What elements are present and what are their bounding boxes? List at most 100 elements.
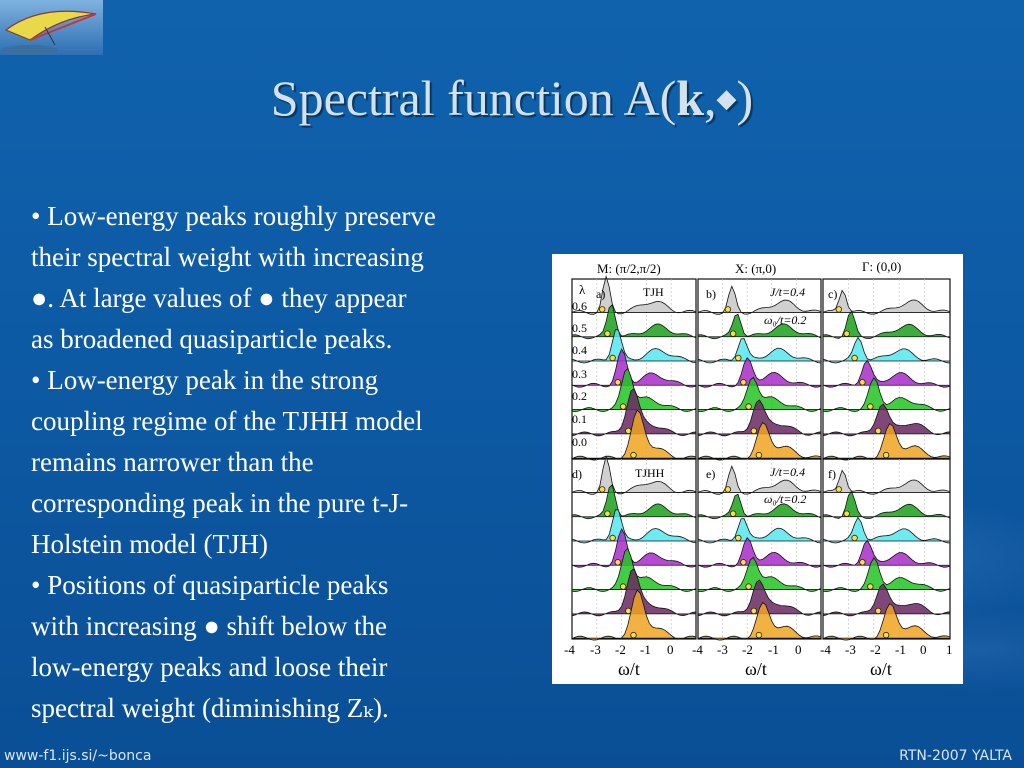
quasiparticle-marker	[729, 510, 737, 517]
spectral-curve	[697, 556, 822, 593]
panel-frame	[571, 458, 697, 640]
quasiparticle-marker	[859, 379, 866, 386]
x-axis-label: ω/t	[870, 659, 892, 679]
x-tick: -1	[640, 642, 651, 657]
lambda-value: 0.3	[572, 367, 587, 381]
quasiparticle-marker	[875, 427, 882, 435]
x-tick: 0	[667, 642, 674, 657]
x-tick: -3	[845, 642, 856, 657]
spectral-curve	[571, 304, 697, 340]
footer-conference: RTN-2007 YALTA	[899, 748, 1012, 764]
spectral-curve	[822, 359, 951, 388]
x-tick: -1	[768, 642, 779, 657]
quasiparticle-marker	[851, 354, 858, 362]
param-w0-bottom: ω₀/t=0.2	[764, 492, 806, 506]
spectral-curve	[571, 388, 697, 437]
quasiparticle-marker	[851, 534, 858, 542]
spectral-curve	[822, 490, 951, 520]
spectral-curve	[571, 589, 697, 641]
panel-label-b: b)	[706, 287, 716, 301]
quasiparticle-marker	[599, 306, 606, 313]
x-tick: -2	[742, 642, 753, 657]
x-tick: 1	[946, 642, 953, 657]
column-header-x: X: (π,0)	[735, 261, 776, 276]
spectral-curve	[697, 579, 822, 617]
spectral-curve	[822, 602, 951, 641]
spectral-curve	[822, 336, 951, 364]
panel-label-a: a)	[596, 287, 605, 301]
quasiparticle-marker	[614, 379, 622, 386]
x-tick: 0	[920, 642, 927, 657]
quasiparticle-marker	[750, 607, 757, 615]
lambda-value: 0.4	[572, 343, 587, 357]
x-tick: -3	[590, 642, 601, 657]
bullet-line: • Low-energy peaks roughly preserve	[31, 201, 436, 231]
spectral-curve	[697, 536, 822, 568]
bullet-line: coupling regime of the TJHH model	[31, 406, 423, 436]
quasiparticle-marker	[740, 379, 747, 386]
quasiparticle-marker	[835, 486, 842, 493]
x-tick: -4	[820, 642, 831, 657]
spectral-curve	[697, 356, 822, 388]
footer-url: www-f1.ijs.si/~bonca	[4, 748, 152, 764]
spectral-curve	[697, 493, 822, 520]
quasiparticle-marker	[724, 306, 732, 313]
x-tick: -2	[615, 642, 626, 657]
quasiparticle-marker	[740, 559, 747, 566]
lambda-value: 0.1	[572, 412, 587, 426]
quasiparticle-marker	[604, 510, 611, 517]
param-j-bottom: J/t=0.4	[770, 465, 805, 479]
spectral-curve	[822, 516, 951, 544]
panel-frame	[697, 458, 822, 640]
spectral-curve	[571, 329, 697, 364]
x-tick: -4	[564, 642, 575, 657]
lambda-value: 0.6	[572, 299, 587, 313]
spectral-curve	[822, 422, 951, 461]
spectral-curve	[697, 338, 822, 364]
quasiparticle-marker	[755, 631, 763, 639]
spectral-curve	[822, 289, 951, 315]
lambda-value: 0.0	[572, 435, 587, 449]
quasiparticle-marker	[750, 427, 757, 435]
quasiparticle-marker	[859, 559, 866, 566]
spectral-curve	[822, 583, 951, 617]
panel-label-f: f)	[828, 467, 836, 481]
quasiparticle-marker	[875, 607, 882, 615]
bullet-line: with increasing ● shift below the	[31, 611, 387, 641]
quasiparticle-marker	[609, 534, 616, 542]
spectral-curve	[571, 568, 697, 617]
quasiparticle-marker	[735, 354, 742, 362]
model-label-tjh: TJH	[643, 285, 664, 299]
quasiparticle-marker	[745, 583, 752, 590]
spectral-figure: M: (π/2,π/2) X: (π,0) Γ: (0,0) λ 0.6 0.5…	[552, 254, 963, 684]
spectral-curve	[822, 557, 951, 593]
column-header-gamma: Γ: (0,0)	[862, 259, 901, 274]
quasiparticle-marker	[755, 451, 763, 459]
spectral-curve	[697, 422, 822, 461]
spectral-panels	[571, 275, 951, 641]
spectral-curve	[571, 455, 697, 495]
quasiparticle-marker	[614, 559, 622, 566]
spectral-curve	[571, 347, 697, 388]
spectral-curve	[697, 399, 822, 437]
x-tick: -1	[895, 642, 906, 657]
x-tick: -4	[692, 642, 703, 657]
quasiparticle-marker	[604, 330, 611, 337]
spectral-curve	[571, 275, 697, 315]
lambda-symbol: λ	[579, 282, 586, 297]
panel-label-c: c)	[828, 287, 837, 301]
quasiparticle-marker	[835, 306, 842, 313]
lambda-value: 0.5	[572, 321, 587, 335]
quasiparticle-marker	[619, 583, 627, 590]
spectral-curve	[697, 518, 822, 544]
hang-glider-logo	[0, 0, 103, 55]
bullet-list: • Low-energy peaks roughly preserve thei…	[31, 196, 551, 729]
x-tick: 0	[795, 642, 802, 657]
bullet-line: ●. At large values of ● they appear	[31, 283, 407, 313]
spectral-curve	[571, 484, 697, 520]
bullet-line: low-energy peaks and loose their	[31, 652, 388, 682]
panel-label-d: d)	[572, 467, 582, 481]
quasiparticle-marker	[724, 486, 732, 493]
quasiparticle-marker	[867, 403, 874, 410]
quasiparticle-marker	[630, 631, 637, 639]
